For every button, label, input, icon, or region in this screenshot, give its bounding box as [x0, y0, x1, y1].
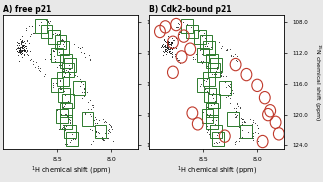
Bar	[62, 94, 74, 108]
Bar	[82, 112, 93, 126]
Bar	[210, 58, 222, 72]
Bar	[95, 125, 107, 139]
Bar	[51, 48, 63, 62]
Bar	[60, 103, 72, 117]
Bar	[206, 54, 218, 68]
Bar	[40, 25, 52, 38]
Bar	[67, 132, 78, 146]
X-axis label: $^{1}$H chemical shift (ppm): $^{1}$H chemical shift (ppm)	[31, 165, 111, 177]
Bar	[206, 115, 218, 129]
Bar	[208, 94, 220, 108]
Bar	[56, 109, 68, 123]
Bar	[51, 78, 63, 92]
Bar	[48, 30, 60, 44]
X-axis label: $^{1}$H chemical shift (ppm): $^{1}$H chemical shift (ppm)	[177, 165, 257, 177]
Bar	[57, 72, 68, 86]
Bar	[219, 81, 231, 95]
Bar	[60, 115, 72, 129]
Bar	[227, 112, 239, 126]
Text: A) free p21: A) free p21	[3, 5, 51, 14]
Bar	[208, 63, 220, 77]
Bar	[210, 125, 222, 139]
Bar	[58, 88, 70, 102]
Text: B) Cdk2-bound p21: B) Cdk2-bound p21	[149, 5, 232, 14]
Y-axis label: $^{15}$N chemical shift (ppm): $^{15}$N chemical shift (ppm)	[312, 43, 322, 121]
Bar	[240, 125, 252, 139]
Bar	[60, 54, 72, 68]
Bar	[64, 58, 76, 72]
Bar	[197, 78, 209, 92]
Bar	[35, 19, 47, 33]
Bar	[212, 132, 224, 146]
Bar	[194, 30, 206, 44]
Bar	[197, 48, 209, 62]
Bar	[181, 19, 193, 33]
Bar	[204, 88, 216, 102]
Bar	[201, 35, 212, 49]
Bar	[186, 25, 198, 38]
Bar	[203, 72, 214, 86]
Bar	[62, 63, 74, 77]
Bar	[202, 109, 214, 123]
Bar	[73, 81, 85, 95]
Bar	[203, 41, 214, 55]
Bar	[57, 41, 68, 55]
Bar	[64, 125, 76, 139]
Bar	[55, 35, 67, 49]
Bar	[206, 103, 218, 117]
